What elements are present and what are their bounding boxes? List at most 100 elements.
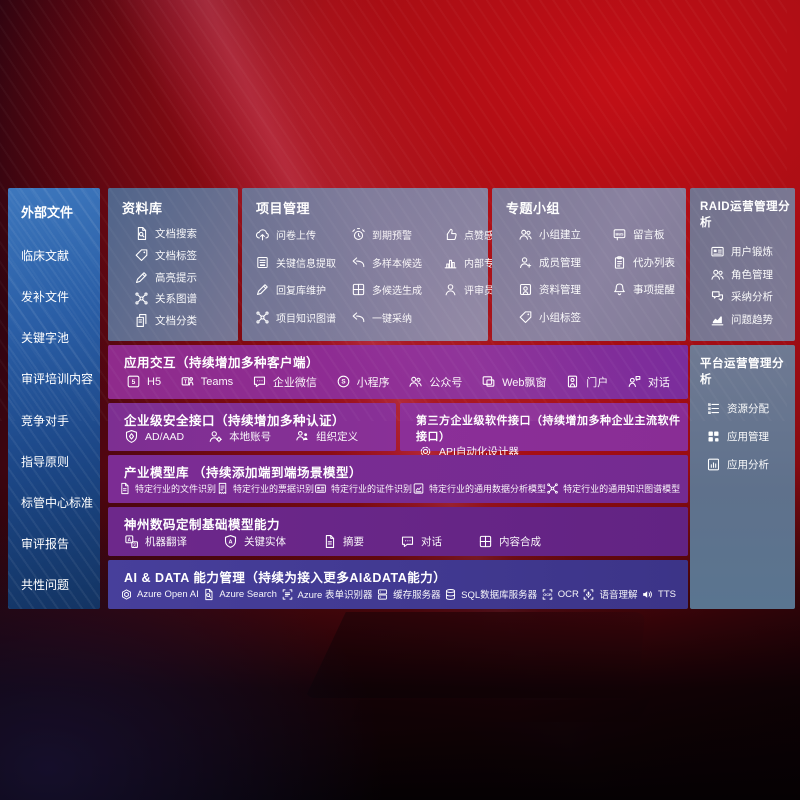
item-label: 事项提醒: [633, 284, 675, 297]
people-icon: [710, 267, 725, 282]
item-ad-aad[interactable]: AD/AAD: [124, 429, 184, 444]
item-adoption-analysis[interactable]: 采纳分析: [710, 289, 795, 304]
item-material-manage[interactable]: 资料管理: [518, 282, 612, 297]
band-title-industry: 产业模型库 （持续添加端到端场景模型）: [124, 466, 362, 480]
item-member-manage[interactable]: 成员管理: [518, 255, 612, 270]
item-role-manage[interactable]: 角色管理: [710, 267, 795, 282]
item-official-account[interactable]: 公众号: [408, 374, 462, 390]
item-industry-knowledge-graph-model[interactable]: 特定行业的通用知识图谱模型: [546, 482, 680, 495]
item-ocr[interactable]: OCR OCR: [541, 588, 579, 601]
doc-search-icon: [134, 226, 149, 241]
item-speech-understanding[interactable]: 语音理解: [582, 587, 637, 601]
item-doc-search[interactable]: 文档搜索: [134, 226, 238, 241]
bell-icon: [612, 282, 627, 297]
item-teams[interactable]: T Teams: [180, 374, 233, 389]
chart-doc-icon: [412, 482, 425, 495]
item-industry-invoice-recognition[interactable]: 特定行业的票据识别: [216, 482, 314, 495]
item-label: 一键采纳: [372, 313, 412, 325]
item-azure-search[interactable]: Azure Search: [202, 588, 277, 601]
item-doc-classify[interactable]: 文档分类: [134, 313, 238, 328]
sidebar-item-clinical-literature[interactable]: 临床文献: [21, 249, 70, 263]
item-sql-server[interactable]: SQL数据库服务器: [444, 587, 537, 601]
item-cache-server[interactable]: 缓存服务器: [376, 587, 441, 601]
item-azure-openai[interactable]: Azure Open AI: [120, 588, 199, 601]
item-multi-sample-candidates[interactable]: 多样本候选: [351, 255, 443, 270]
item-issue-trend[interactable]: 问题趋势: [710, 312, 795, 327]
item-reminder[interactable]: 事项提醒: [612, 282, 680, 297]
item-label: 问题趋势: [731, 313, 773, 326]
item-todo-list[interactable]: 代办列表: [612, 255, 680, 270]
item-key-info-extract[interactable]: 关键信息提取: [255, 255, 351, 270]
item-user-training[interactable]: 用户锻炼: [710, 244, 795, 259]
database-icon: [444, 588, 457, 601]
item-web-popup[interactable]: Web飘窗: [481, 374, 546, 390]
sidebar-item-review-reports[interactable]: 审评报告: [21, 536, 70, 551]
item-content-synthesis[interactable]: 内容合成: [478, 534, 541, 549]
item-label: 小组标签: [539, 311, 581, 324]
item-industry-file-recognition[interactable]: 特定行业的文件识别: [118, 482, 216, 495]
sidebar-item-competitors[interactable]: 竞争对手: [21, 413, 70, 428]
item-group-create[interactable]: 小组建立: [518, 227, 612, 242]
sidebar-item-cde-center-standards[interactable]: 标管中心标准: [21, 495, 94, 510]
item-azure-form-recognizer[interactable]: Azure 表单识别器: [281, 587, 372, 601]
item-label: 文档搜索: [155, 228, 197, 240]
item-due-warning[interactable]: 到期预警: [351, 227, 443, 242]
item-summary[interactable]: 摘要: [322, 534, 364, 549]
band-title-interaction: 应用交互（持续增加多种客户端）: [124, 356, 320, 370]
item-machine-translation[interactable]: A 文机器翻译: [124, 534, 187, 549]
item-industry-data-analysis-model[interactable]: 特定行业的通用数据分析模型: [412, 482, 546, 495]
item-survey-upload[interactable]: 问卷上传: [255, 227, 351, 242]
item-label: 应用分析: [727, 459, 769, 471]
item-one-click-adopt[interactable]: 一键采纳: [351, 310, 443, 325]
item-label: 对话: [421, 535, 442, 548]
sidebar-item-keyword-pool[interactable]: 关键字池: [21, 331, 70, 346]
item-org-definition[interactable]: 组织定义: [295, 429, 358, 444]
shield-a-icon: A: [223, 534, 238, 549]
item-message-board[interactable]: BBS 留言板: [612, 227, 680, 242]
svg-text:5: 5: [132, 379, 136, 386]
panel-topic-groups: 专题小组 小组建立 BBS 留言板 成员管理 代办列表 资料管理 事项提醒 小组标…: [492, 188, 686, 341]
item-dialogue[interactable]: 对话: [400, 534, 442, 549]
sidebar-item-supplement-files[interactable]: 发补文件: [21, 290, 70, 305]
item-app-analysis[interactable]: 应用分析: [706, 457, 795, 472]
item-key-entity[interactable]: A 关键实体: [223, 534, 286, 549]
item-portal[interactable]: 门户: [565, 374, 608, 390]
project-items: 问卷上传 到期预警 点赞感谢 关键信息提取 多样本候选 内部专家排名 回复库维护…: [242, 217, 524, 341]
item-project-knowledge-graph[interactable]: 项目知识图谱: [255, 310, 351, 325]
item-dialog[interactable]: 对话: [627, 374, 670, 390]
item-reply-lib-maintain[interactable]: 回复库维护: [255, 282, 351, 297]
item-miniprogram[interactable]: S 小程序: [336, 374, 390, 390]
item-local-account[interactable]: 本地账号: [208, 429, 271, 444]
ranking-bars-icon: [443, 255, 458, 270]
item-label: 成员管理: [539, 256, 581, 269]
item-relation-graph[interactable]: 关系图谱: [134, 291, 238, 306]
item-label: 对话: [647, 376, 670, 389]
panel-title-library: 资料库: [122, 201, 163, 216]
sidebar-item-guidelines[interactable]: 指导原则: [21, 454, 70, 469]
svg-text:文: 文: [133, 541, 137, 547]
band-industry-models: 产业模型库 （持续添加端到端场景模型） 特定行业的文件识别 特定行业的票据识别 …: [108, 455, 688, 503]
item-multi-candidate-generate[interactable]: 多候选生成: [351, 282, 443, 297]
item-app-manage[interactable]: 应用管理: [706, 429, 795, 444]
item-label: 角色管理: [731, 268, 773, 281]
item-doc-tags[interactable]: 文档标签: [134, 248, 238, 263]
item-h5[interactable]: 5 H5: [126, 374, 161, 389]
item-label: 多样本候选: [372, 258, 422, 270]
item-highlight-tip[interactable]: 高亮提示: [134, 270, 238, 285]
item-industry-id-recognition[interactable]: 特定行业的证件识别: [314, 482, 412, 495]
qa-chat-icon: [710, 289, 725, 304]
sidebar-external-files: 外部文件 临床文献 发补文件 关键字池 审评培训内容 竞争对手 指导原则 标管中…: [8, 188, 100, 609]
sidebar-list: 临床文献 发补文件 关键字池 审评培训内容 竞争对手 指导原则 标管中心标准 审…: [8, 221, 100, 609]
item-resource-allocation[interactable]: 资源分配: [706, 401, 795, 416]
band-title-thirdparty: 第三方企业级软件接口（持续增加多种企业主流软件接口）: [416, 415, 681, 443]
sidebar-item-review-training-content[interactable]: 审评培训内容: [21, 372, 94, 387]
item-label: 摘要: [343, 535, 364, 548]
item-wecom[interactable]: 企业微信: [252, 374, 317, 390]
item-label: 回复库维护: [276, 286, 326, 298]
item-tts[interactable]: TTS: [641, 588, 676, 601]
item-label: H5: [147, 375, 162, 388]
item-label: 资料管理: [539, 284, 581, 297]
conversation-icon: [627, 374, 642, 389]
sidebar-item-common-issues[interactable]: 共性问题: [21, 578, 70, 592]
item-group-tags[interactable]: 小组标签: [518, 310, 612, 325]
